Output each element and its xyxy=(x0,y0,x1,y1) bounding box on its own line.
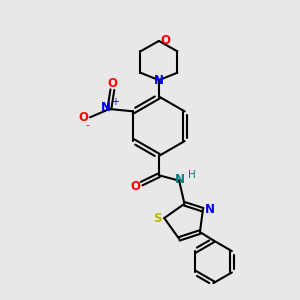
Text: S: S xyxy=(153,212,161,225)
Text: -: - xyxy=(86,120,90,130)
Text: O: O xyxy=(160,34,170,47)
Text: O: O xyxy=(79,111,88,124)
Text: O: O xyxy=(130,180,140,193)
Text: N: N xyxy=(205,203,215,216)
Text: N: N xyxy=(154,74,164,87)
Text: +: + xyxy=(111,97,119,106)
Text: N: N xyxy=(101,101,111,114)
Text: N: N xyxy=(175,173,185,186)
Text: H: H xyxy=(188,170,196,180)
Text: O: O xyxy=(107,76,117,90)
